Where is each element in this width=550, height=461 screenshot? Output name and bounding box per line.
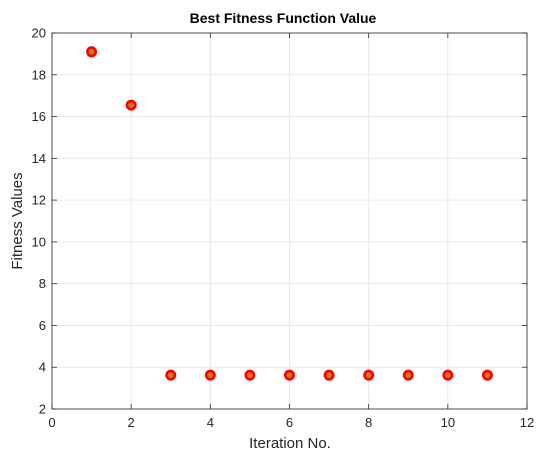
y-tick-label: 6	[39, 318, 46, 333]
y-axis-label: Fitness Values	[9, 172, 26, 269]
data-point	[402, 369, 414, 381]
x-tick-label: 12	[520, 415, 534, 430]
x-tick-label: 10	[441, 415, 455, 430]
data-point	[323, 369, 335, 381]
y-tick-label: 10	[32, 234, 46, 249]
y-tick-label: 16	[32, 109, 46, 124]
data-point	[204, 369, 216, 381]
y-tick-label: 4	[39, 360, 46, 375]
y-tick-label: 18	[32, 67, 46, 82]
x-tick-label: 4	[207, 415, 214, 430]
x-tick-label: 2	[128, 415, 135, 430]
x-tick-label: 0	[48, 415, 55, 430]
y-tick-label: 20	[32, 26, 46, 41]
data-point	[125, 99, 137, 111]
x-tick-label: 6	[286, 415, 293, 430]
x-tick-label: 8	[365, 415, 372, 430]
chart-title: Best Fitness Function Value	[190, 10, 377, 26]
data-points	[86, 46, 493, 381]
data-point	[363, 369, 375, 381]
data-point	[442, 369, 454, 381]
y-tick-label: 2	[39, 402, 46, 417]
data-point	[165, 369, 177, 381]
data-point	[86, 46, 98, 58]
y-tick-label: 8	[39, 276, 46, 291]
y-tick-label: 14	[32, 151, 46, 166]
data-point	[283, 369, 295, 381]
x-axis-label: Iteration No.	[249, 435, 331, 452]
data-point	[244, 369, 256, 381]
data-point	[481, 369, 493, 381]
y-tick-label: 12	[32, 193, 46, 208]
